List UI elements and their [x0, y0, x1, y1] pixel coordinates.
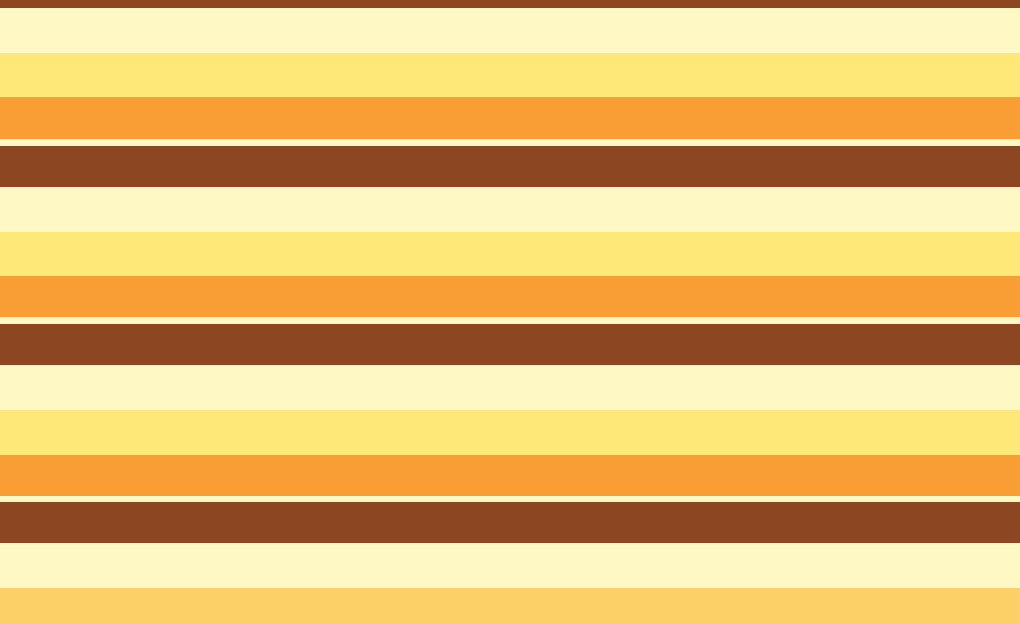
stripe-cream	[0, 187, 1020, 232]
stripe-cream	[0, 8, 1020, 53]
stripe-brown	[0, 502, 1020, 543]
stripe-cream	[0, 317, 1020, 324]
stripe-gold	[0, 588, 1020, 624]
stripe-brown	[0, 324, 1020, 365]
stripe-orange	[0, 97, 1020, 139]
stripe-orange	[0, 455, 1020, 496]
stripe-cream	[0, 496, 1020, 502]
stripe-cream	[0, 543, 1020, 588]
stripe-orange	[0, 276, 1020, 317]
stripe-cream	[0, 365, 1020, 410]
stripe-brown	[0, 0, 1020, 8]
stripe-brown	[0, 146, 1020, 187]
stripe-yellow	[0, 53, 1020, 97]
stripe-cream	[0, 139, 1020, 146]
stripe-yellow	[0, 232, 1020, 276]
stripe-yellow	[0, 410, 1020, 455]
